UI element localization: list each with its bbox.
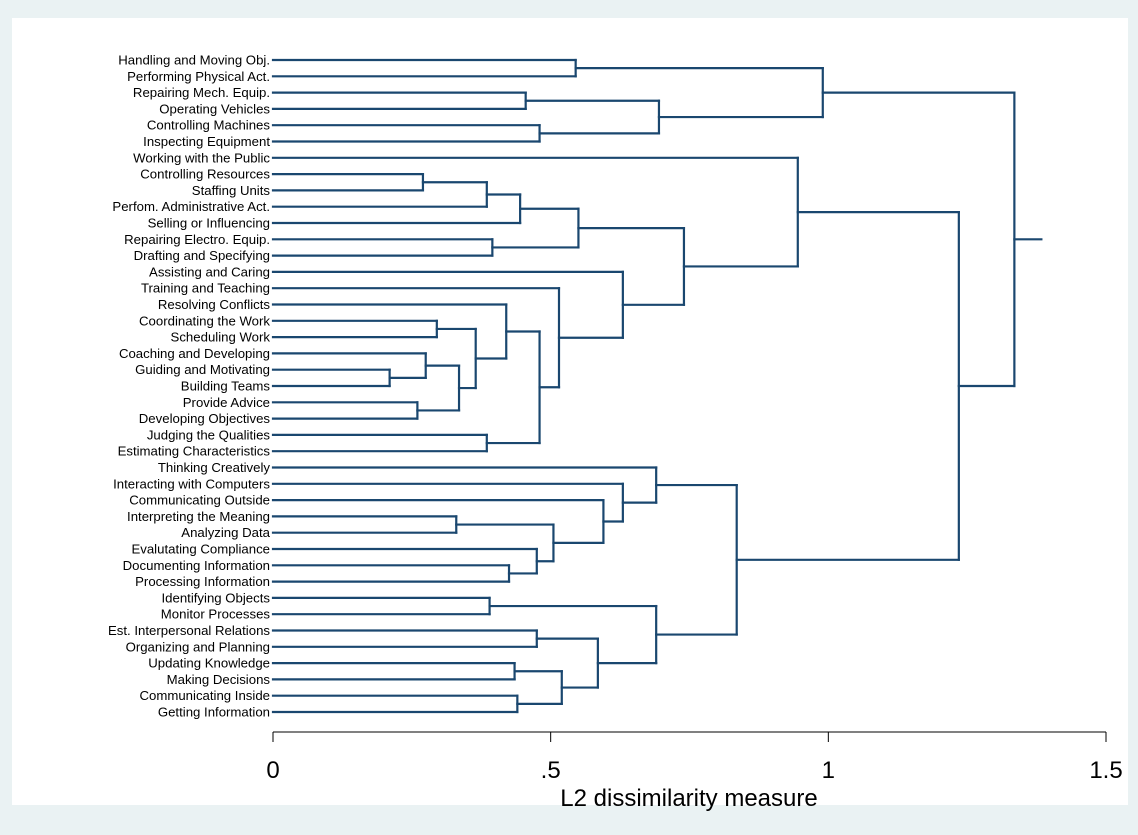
leaf-label: Thinking Creatively xyxy=(158,460,271,475)
leaf-label: Monitor Processes xyxy=(161,607,271,622)
leaf-label: Building Teams xyxy=(181,379,271,394)
leaf-label: Getting Information xyxy=(158,705,270,720)
leaf-label: Controlling Resources xyxy=(140,167,270,182)
leaf-label: Working with the Public xyxy=(133,150,270,165)
leaf-label: Developing Objectives xyxy=(139,411,271,426)
leaf-label: Resolving Conflicts xyxy=(158,297,271,312)
leaf-label: Estimating Characteristics xyxy=(118,444,271,459)
leaf-label: Est. Interpersonal Relations xyxy=(108,623,270,638)
leaf-label: Identifying Objects xyxy=(162,590,271,605)
leaf-label: Analyzing Data xyxy=(181,525,270,540)
leaf-label: Training and Teaching xyxy=(141,281,270,296)
leaf-label: Scheduling Work xyxy=(171,330,271,345)
leaf-label: Inspecting Equipment xyxy=(143,134,270,149)
leaf-label: Performing Physical Act. xyxy=(127,69,270,84)
leaf-label: Updating Knowledge xyxy=(148,656,270,671)
leaf-label: Selling or Influencing xyxy=(148,216,270,231)
leaf-label: Organizing and Planning xyxy=(126,639,270,654)
x-tick-label: 1 xyxy=(822,757,835,784)
x-tick-label: 0 xyxy=(266,757,279,784)
leaf-label: Staffing Units xyxy=(192,183,271,198)
leaf-label: Interpreting the Meaning xyxy=(127,509,270,524)
leaf-label: Drafting and Specifying xyxy=(134,248,270,263)
x-tick-label: 1.5 xyxy=(1089,757,1122,784)
leaf-label: Interacting with Computers xyxy=(113,476,270,491)
leaf-label: Processing Information xyxy=(135,574,270,589)
x-axis-ticks: 0 .5 1 1.5 xyxy=(266,732,1123,784)
leaf-label: Documenting Information xyxy=(123,558,270,573)
leaf-label: Coaching and Developing xyxy=(119,346,270,361)
leaf-label: Operating Vehicles xyxy=(159,101,270,116)
x-axis-title: L2 dissimilarity measure xyxy=(560,785,817,812)
leaf-label: Repairing Mech. Equip. xyxy=(133,85,270,100)
leaf-label: Perfom. Administrative Act. xyxy=(112,199,270,214)
leaf-label: Communicating Outside xyxy=(129,493,270,508)
leaf-label: Evalutating Compliance xyxy=(131,542,270,557)
dendrogram-links xyxy=(271,58,1043,714)
leaf-label: Provide Advice xyxy=(183,395,270,410)
leaf-label: Communicating Inside xyxy=(140,688,270,703)
x-tick-label: .5 xyxy=(541,757,561,784)
plot-region xyxy=(12,18,1128,805)
leaf-label: Assisting and Caring xyxy=(149,264,270,279)
leaf-label: Controlling Machines xyxy=(147,118,271,133)
leaf-label: Repairing Electro. Equip. xyxy=(124,232,270,247)
leaf-label: Making Decisions xyxy=(167,672,271,687)
leaf-label: Handling and Moving Obj. xyxy=(118,53,270,68)
leaf-label: Coordinating the Work xyxy=(139,313,270,328)
leaf-label: Guiding and Motivating xyxy=(135,362,270,377)
leaf-label: Judging the Qualities xyxy=(147,427,271,442)
leaf-labels: Handling and Moving Obj.Performing Physi… xyxy=(108,53,271,720)
